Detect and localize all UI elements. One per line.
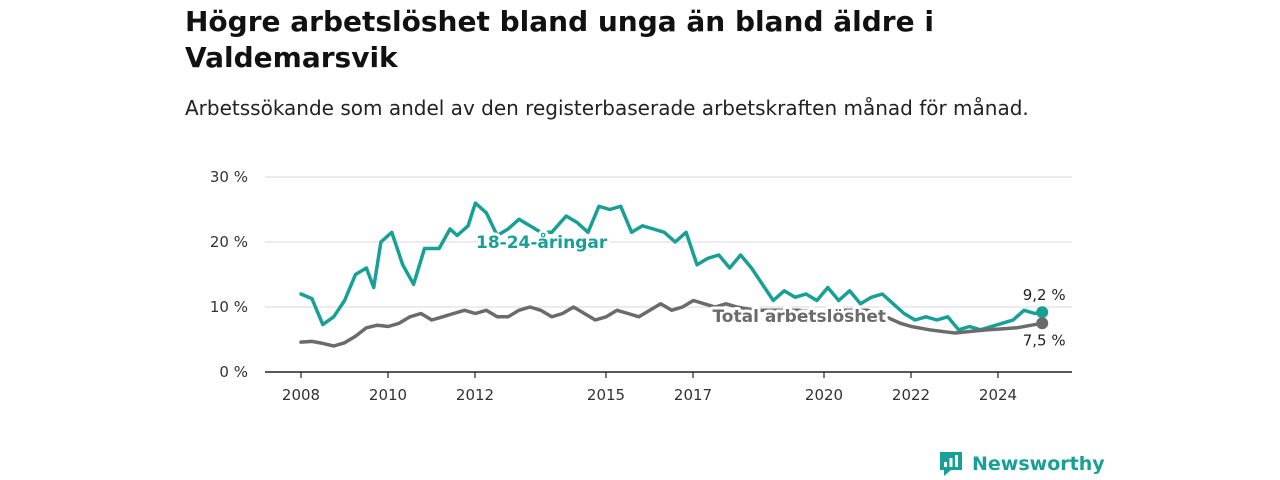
y-tick-label: 30 % — [210, 168, 248, 186]
x-tick-label: 2017 — [674, 386, 712, 404]
brand-name: Newsworthy — [972, 453, 1105, 475]
series-end-label: 9,2 % — [1023, 286, 1066, 304]
x-tick-label: 2024 — [979, 386, 1017, 404]
newsworthy-brand[interactable]: Newsworthy — [938, 450, 1105, 478]
y-tick-label: 0 % — [219, 363, 248, 381]
x-tick-label: 2008 — [282, 386, 320, 404]
x-tick-label: 2010 — [369, 386, 407, 404]
x-tick-label: 2012 — [456, 386, 494, 404]
chart-title: Högre arbetslöshet bland unga än bland ä… — [185, 5, 934, 74]
x-tick-label: 2020 — [805, 386, 843, 404]
series-line-youth — [299, 201, 1044, 332]
newsworthy-logo-icon — [940, 452, 962, 476]
series-name-youth: 18-24-åringar — [476, 231, 608, 253]
x-tick-label: 2022 — [892, 386, 930, 404]
series-end-marker — [1036, 317, 1049, 330]
chart-subtitle: Arbetssökande som andel av den registerb… — [185, 96, 1029, 120]
series-line-total — [299, 298, 1044, 348]
series-end-label: 7,5 % — [1023, 331, 1066, 349]
y-tick-label: 20 % — [210, 233, 248, 251]
x-tick-label: 2015 — [587, 386, 625, 404]
series-end-marker — [1036, 306, 1049, 319]
series-name-total: Total arbetslöshet — [712, 307, 886, 327]
y-tick-label: 10 % — [210, 298, 248, 316]
